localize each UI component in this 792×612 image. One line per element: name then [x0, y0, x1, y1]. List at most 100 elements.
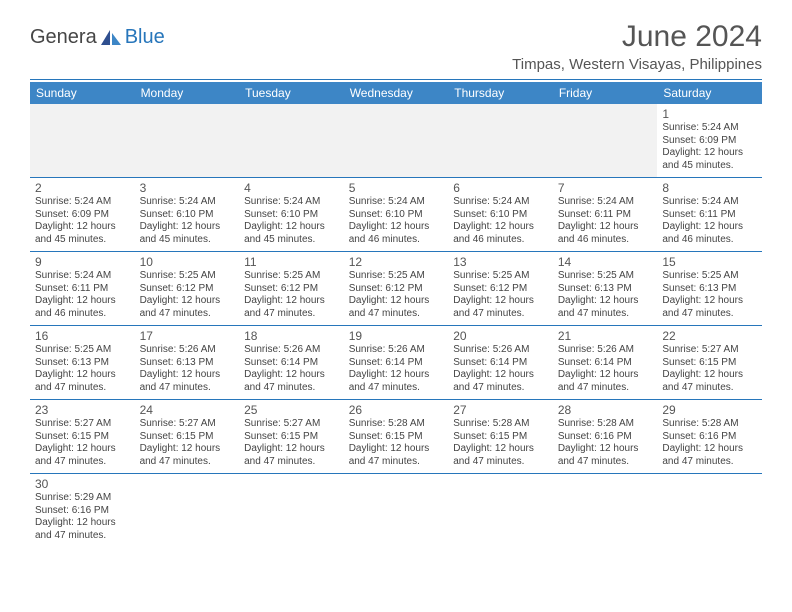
day-info-line: Sunrise: 5:24 AM [558, 196, 653, 209]
day-number: 8 [662, 181, 757, 195]
logo: Genera Blue [30, 26, 165, 49]
day-info-line: and 47 minutes. [35, 530, 130, 543]
calendar-cell [239, 474, 344, 548]
weekday-header: Wednesday [344, 82, 449, 104]
day-info-line: Sunset: 6:12 PM [453, 283, 548, 296]
day-info-line: Sunrise: 5:29 AM [35, 492, 130, 505]
day-info-line: Sunrise: 5:24 AM [244, 196, 339, 209]
day-info-line: Sunset: 6:16 PM [35, 505, 130, 518]
day-info-line: and 47 minutes. [662, 456, 757, 469]
calendar-row: 1Sunrise: 5:24 AMSunset: 6:09 PMDaylight… [30, 104, 762, 178]
day-info-line: and 47 minutes. [349, 382, 444, 395]
calendar-cell [553, 104, 658, 178]
day-number: 19 [349, 329, 444, 343]
weekday-header: Sunday [30, 82, 135, 104]
day-info-line: and 47 minutes. [558, 308, 653, 321]
day-info-line: Sunset: 6:12 PM [140, 283, 235, 296]
day-info-line: Sunset: 6:13 PM [662, 283, 757, 296]
day-info-line: Sunrise: 5:25 AM [244, 270, 339, 283]
calendar-cell [30, 104, 135, 178]
calendar-cell: 2Sunrise: 5:24 AMSunset: 6:09 PMDaylight… [30, 178, 135, 252]
day-info-line: and 47 minutes. [140, 456, 235, 469]
day-info-line: Daylight: 12 hours [662, 147, 757, 160]
day-info-line: Sunrise: 5:24 AM [349, 196, 444, 209]
day-info-line: Sunrise: 5:24 AM [35, 196, 130, 209]
calendar-body: 1Sunrise: 5:24 AMSunset: 6:09 PMDaylight… [30, 104, 762, 547]
day-info-line: Sunset: 6:14 PM [349, 357, 444, 370]
calendar-row: 9Sunrise: 5:24 AMSunset: 6:11 PMDaylight… [30, 252, 762, 326]
day-info-line: Sunset: 6:12 PM [244, 283, 339, 296]
day-info-line: Daylight: 12 hours [35, 221, 130, 234]
calendar-cell: 18Sunrise: 5:26 AMSunset: 6:14 PMDayligh… [239, 326, 344, 400]
day-info-line: and 47 minutes. [558, 382, 653, 395]
day-number: 17 [140, 329, 235, 343]
day-info-line: and 46 minutes. [35, 308, 130, 321]
calendar-cell: 27Sunrise: 5:28 AMSunset: 6:15 PMDayligh… [448, 400, 553, 474]
calendar-cell [657, 474, 762, 548]
day-info-line: Sunrise: 5:26 AM [140, 344, 235, 357]
weekday-header: Tuesday [239, 82, 344, 104]
day-info-line: Daylight: 12 hours [35, 517, 130, 530]
calendar-cell [553, 474, 658, 548]
day-info-line: Sunset: 6:12 PM [349, 283, 444, 296]
calendar-cell: 29Sunrise: 5:28 AMSunset: 6:16 PMDayligh… [657, 400, 762, 474]
calendar-row: 23Sunrise: 5:27 AMSunset: 6:15 PMDayligh… [30, 400, 762, 474]
calendar-cell: 4Sunrise: 5:24 AMSunset: 6:10 PMDaylight… [239, 178, 344, 252]
calendar-cell: 26Sunrise: 5:28 AMSunset: 6:15 PMDayligh… [344, 400, 449, 474]
calendar-cell: 10Sunrise: 5:25 AMSunset: 6:12 PMDayligh… [135, 252, 240, 326]
calendar-cell: 21Sunrise: 5:26 AMSunset: 6:14 PMDayligh… [553, 326, 658, 400]
day-info-line: and 47 minutes. [244, 382, 339, 395]
day-number: 27 [453, 403, 548, 417]
day-info-line: and 47 minutes. [662, 382, 757, 395]
day-info-line: and 45 minutes. [662, 160, 757, 173]
day-info-line: Sunrise: 5:25 AM [349, 270, 444, 283]
day-info-line: Sunrise: 5:25 AM [140, 270, 235, 283]
day-info-line: Daylight: 12 hours [558, 221, 653, 234]
weekday-header: Friday [553, 82, 658, 104]
day-info-line: Daylight: 12 hours [35, 295, 130, 308]
day-info-line: Sunrise: 5:25 AM [558, 270, 653, 283]
calendar-cell: 23Sunrise: 5:27 AMSunset: 6:15 PMDayligh… [30, 400, 135, 474]
day-info-line: Sunset: 6:15 PM [349, 431, 444, 444]
day-info-line: Daylight: 12 hours [453, 221, 548, 234]
day-info-line: and 47 minutes. [453, 456, 548, 469]
calendar-cell: 24Sunrise: 5:27 AMSunset: 6:15 PMDayligh… [135, 400, 240, 474]
calendar-cell: 5Sunrise: 5:24 AMSunset: 6:10 PMDaylight… [344, 178, 449, 252]
day-info-line: Sunset: 6:15 PM [453, 431, 548, 444]
day-info-line: Daylight: 12 hours [140, 443, 235, 456]
day-number: 14 [558, 255, 653, 269]
weekday-header: Monday [135, 82, 240, 104]
day-info-line: Sunset: 6:13 PM [140, 357, 235, 370]
day-info-line: Sunrise: 5:26 AM [244, 344, 339, 357]
day-info-line: Sunset: 6:15 PM [140, 431, 235, 444]
day-info-line: Daylight: 12 hours [140, 295, 235, 308]
day-info-line: and 47 minutes. [35, 456, 130, 469]
calendar-cell: 12Sunrise: 5:25 AMSunset: 6:12 PMDayligh… [344, 252, 449, 326]
day-info-line: Daylight: 12 hours [349, 443, 444, 456]
day-info-line: Daylight: 12 hours [244, 295, 339, 308]
day-info-line: and 46 minutes. [349, 234, 444, 247]
day-info-line: Daylight: 12 hours [662, 295, 757, 308]
day-info-line: Sunset: 6:13 PM [558, 283, 653, 296]
calendar-head: Sunday Monday Tuesday Wednesday Thursday… [30, 82, 762, 104]
day-info-line: Daylight: 12 hours [558, 443, 653, 456]
day-info-line: Sunset: 6:15 PM [244, 431, 339, 444]
day-info-line: Daylight: 12 hours [662, 369, 757, 382]
day-info-line: Sunset: 6:16 PM [558, 431, 653, 444]
day-info-line: Sunrise: 5:26 AM [453, 344, 548, 357]
day-info-line: Sunset: 6:10 PM [453, 209, 548, 222]
calendar-cell: 13Sunrise: 5:25 AMSunset: 6:12 PMDayligh… [448, 252, 553, 326]
day-info-line: Sunrise: 5:24 AM [35, 270, 130, 283]
divider [30, 79, 762, 80]
day-info-line: and 47 minutes. [244, 308, 339, 321]
day-info-line: Sunrise: 5:28 AM [558, 418, 653, 431]
day-info-line: Daylight: 12 hours [244, 221, 339, 234]
day-info-line: Daylight: 12 hours [140, 221, 235, 234]
day-info-line: Sunrise: 5:25 AM [453, 270, 548, 283]
calendar-row: 2Sunrise: 5:24 AMSunset: 6:09 PMDaylight… [30, 178, 762, 252]
day-info-line: Sunset: 6:10 PM [244, 209, 339, 222]
day-info-line: Sunrise: 5:28 AM [662, 418, 757, 431]
sail-icon [100, 29, 122, 47]
day-number: 10 [140, 255, 235, 269]
day-info-line: Sunset: 6:11 PM [558, 209, 653, 222]
